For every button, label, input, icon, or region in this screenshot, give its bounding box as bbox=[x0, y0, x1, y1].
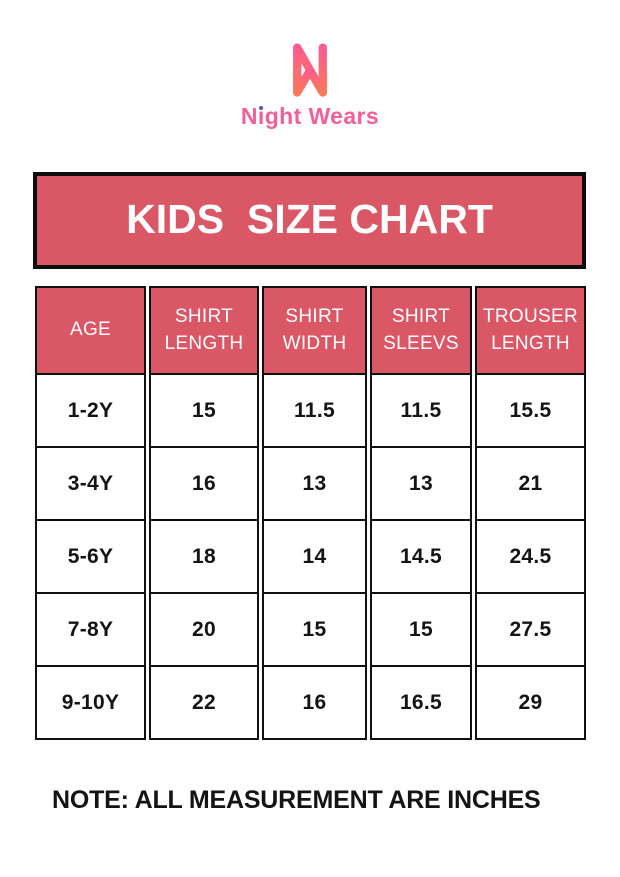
measurement-cell: 11.5 bbox=[372, 373, 470, 446]
age-cell: 1-2Y bbox=[37, 373, 144, 446]
night-wears-logo-icon bbox=[293, 43, 327, 97]
measurement-cell: 15 bbox=[264, 592, 365, 665]
measurement-cell: 16 bbox=[151, 446, 257, 519]
brand-name-part: ght Wears bbox=[264, 103, 380, 129]
table-column-shirt-sleevs: SHIRT SLEEVS 11.5 13 14.5 15 16.5 bbox=[370, 286, 472, 740]
measurement-cell: 21 bbox=[477, 446, 584, 519]
measurement-cell: 27.5 bbox=[477, 592, 584, 665]
measurement-cell: 29 bbox=[477, 665, 584, 738]
table-column-trouser-length: TROUSER LENGTH 15.5 21 24.5 27.5 29 bbox=[475, 286, 586, 740]
measurement-cell: 13 bbox=[372, 446, 470, 519]
measurement-cell: 15 bbox=[372, 592, 470, 665]
column-header: SHIRT WIDTH bbox=[264, 288, 365, 373]
age-cell: 7-8Y bbox=[37, 592, 144, 665]
brand-name: Nıght Wears bbox=[241, 103, 379, 130]
table-column-age: AGE 1-2Y 3-4Y 5-6Y 7-8Y 9-10Y bbox=[35, 286, 146, 740]
measurement-cell: 13 bbox=[264, 446, 365, 519]
brand-name-part: N bbox=[240, 103, 258, 129]
column-header: AGE bbox=[37, 288, 144, 373]
brand-letter-i: ı bbox=[257, 103, 265, 129]
banner-title: KIDS SIZE CHART bbox=[126, 196, 493, 242]
measurement-cell: 15.5 bbox=[477, 373, 584, 446]
measurement-cell: 15 bbox=[151, 373, 257, 446]
brand-header: Nıght Wears bbox=[0, 38, 620, 130]
measurement-cell: 16.5 bbox=[372, 665, 470, 738]
table-column-shirt-length: SHIRT LENGTH 15 16 18 20 22 bbox=[149, 286, 259, 740]
measurement-cell: 18 bbox=[151, 519, 257, 592]
measurement-cell: 16 bbox=[264, 665, 365, 738]
column-header: SHIRT SLEEVS bbox=[372, 288, 470, 373]
measurement-cell: 20 bbox=[151, 592, 257, 665]
measurement-cell: 24.5 bbox=[477, 519, 584, 592]
age-cell: 9-10Y bbox=[37, 665, 144, 738]
column-header: TROUSER LENGTH bbox=[477, 288, 584, 373]
column-header: SHIRT LENGTH bbox=[151, 288, 257, 373]
table-column-shirt-width: SHIRT WIDTH 11.5 13 14 15 16 bbox=[262, 286, 367, 740]
measurement-note: NOTE: ALL MEASUREMENT ARE INCHES bbox=[52, 786, 541, 814]
measurement-cell: 14.5 bbox=[372, 519, 470, 592]
kids-size-chart-banner: KIDS SIZE CHART bbox=[33, 172, 586, 269]
kids-size-chart-table: AGE 1-2Y 3-4Y 5-6Y 7-8Y 9-10Y SHIRT LENGTH 15 16… bbox=[35, 286, 586, 740]
age-cell: 5-6Y bbox=[37, 519, 144, 592]
measurement-cell: 22 bbox=[151, 665, 257, 738]
measurement-cell: 11.5 bbox=[264, 373, 365, 446]
measurement-cell: 14 bbox=[264, 519, 365, 592]
age-cell: 3-4Y bbox=[37, 446, 144, 519]
